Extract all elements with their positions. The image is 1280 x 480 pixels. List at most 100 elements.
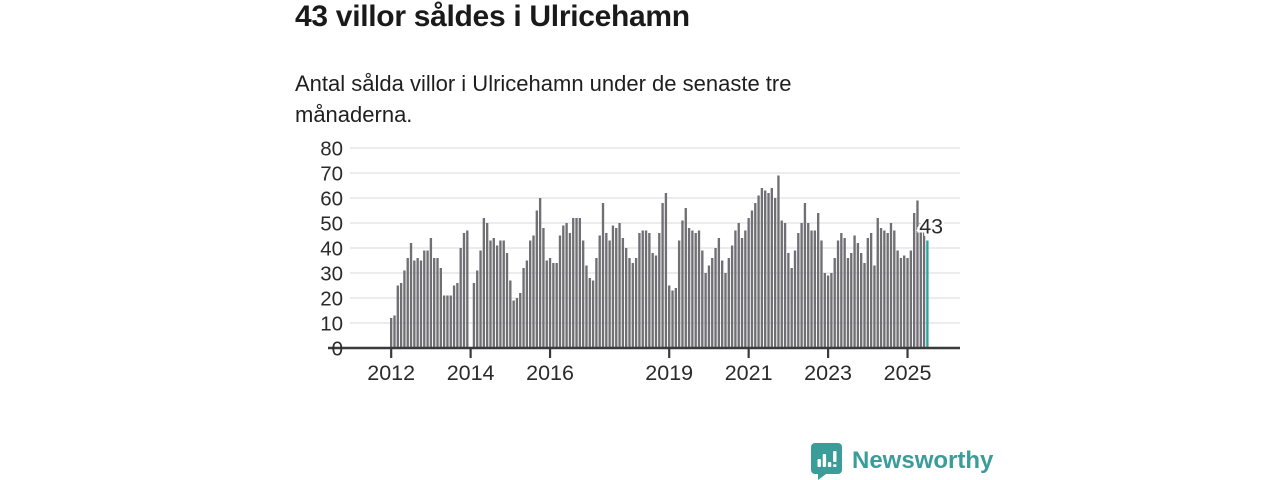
bar (446, 295, 449, 348)
bar (545, 260, 548, 348)
bar (813, 230, 817, 348)
bar (744, 230, 747, 348)
bar (598, 235, 601, 348)
bar (532, 235, 535, 348)
newsworthy-logo: Newsworthy (810, 442, 993, 480)
bar (558, 235, 562, 348)
bar (485, 223, 489, 348)
bar (916, 200, 919, 348)
bar (816, 213, 820, 348)
bar (850, 253, 853, 348)
bar (519, 293, 522, 348)
bar (701, 250, 704, 348)
bar (886, 233, 889, 348)
bar (879, 228, 883, 348)
bar (409, 243, 413, 348)
bar (740, 238, 744, 348)
svg-text:60: 60 (320, 188, 343, 211)
page-title: 43 villor såldes i Ulricehamn (295, 0, 690, 33)
bar (717, 238, 721, 348)
bar (912, 213, 916, 348)
bar (492, 238, 495, 348)
bar (777, 175, 780, 348)
bar (797, 233, 800, 348)
bar (406, 258, 409, 348)
bar (687, 228, 691, 348)
bar (896, 250, 899, 348)
svg-text:2016: 2016 (526, 361, 574, 385)
bar (436, 258, 439, 348)
highlight-value-label: 43 (919, 215, 943, 239)
bar (856, 243, 860, 348)
svg-text:30: 30 (320, 263, 343, 286)
bar (737, 223, 740, 348)
bar (919, 223, 922, 348)
bar (754, 203, 757, 348)
bar (399, 283, 403, 348)
bar (452, 285, 456, 348)
bar (512, 300, 515, 348)
svg-text:10: 10 (320, 313, 343, 336)
bar-series (390, 175, 929, 348)
bar-chart: 0 10 20 30 40 50 60 70 80 2012 2014 2016 2019 2021 202… (300, 138, 980, 395)
bar (525, 260, 529, 348)
bar (631, 263, 634, 348)
bar (793, 250, 797, 348)
bar (416, 258, 419, 348)
bar (578, 218, 582, 348)
bar (552, 263, 555, 348)
bar (628, 258, 631, 348)
bar (515, 298, 519, 348)
bar (671, 290, 674, 348)
bar (588, 278, 591, 348)
bar (426, 250, 429, 348)
bar (658, 233, 661, 348)
chart-subtitle: Antal sålda villor i Ulricehamn under de… (295, 71, 792, 127)
bar (625, 248, 628, 348)
bar (568, 233, 572, 348)
bar (664, 193, 668, 348)
bar (462, 233, 466, 348)
bar (615, 228, 618, 348)
bar (581, 240, 585, 348)
bar (439, 268, 442, 348)
bar (591, 280, 595, 348)
bar (810, 230, 813, 348)
bar (826, 275, 830, 348)
bar (621, 238, 625, 348)
bar (466, 230, 469, 348)
bar (555, 263, 558, 348)
bar (442, 295, 446, 348)
bar (707, 265, 711, 348)
bar (403, 270, 406, 348)
bar (833, 258, 836, 348)
bar (509, 280, 512, 348)
bar (393, 315, 396, 348)
highlight-bar (926, 240, 929, 348)
bar (538, 198, 542, 348)
svg-text:2014: 2014 (447, 361, 495, 385)
bar (677, 240, 681, 348)
bar (482, 218, 486, 348)
svg-text:2019: 2019 (645, 361, 693, 385)
bar (823, 273, 826, 348)
bar (413, 260, 416, 348)
bar (634, 258, 638, 348)
bar (459, 248, 462, 348)
bar (860, 253, 863, 348)
bar (876, 218, 879, 348)
bar (883, 230, 886, 348)
svg-text:70: 70 (320, 163, 343, 186)
bar (595, 258, 598, 348)
bar (575, 218, 578, 348)
bar (499, 240, 502, 348)
bar (906, 258, 909, 348)
bar (396, 285, 399, 348)
bar (694, 233, 697, 348)
bar (750, 210, 754, 348)
bar (760, 188, 764, 348)
bar (764, 190, 767, 348)
bar (787, 253, 790, 348)
